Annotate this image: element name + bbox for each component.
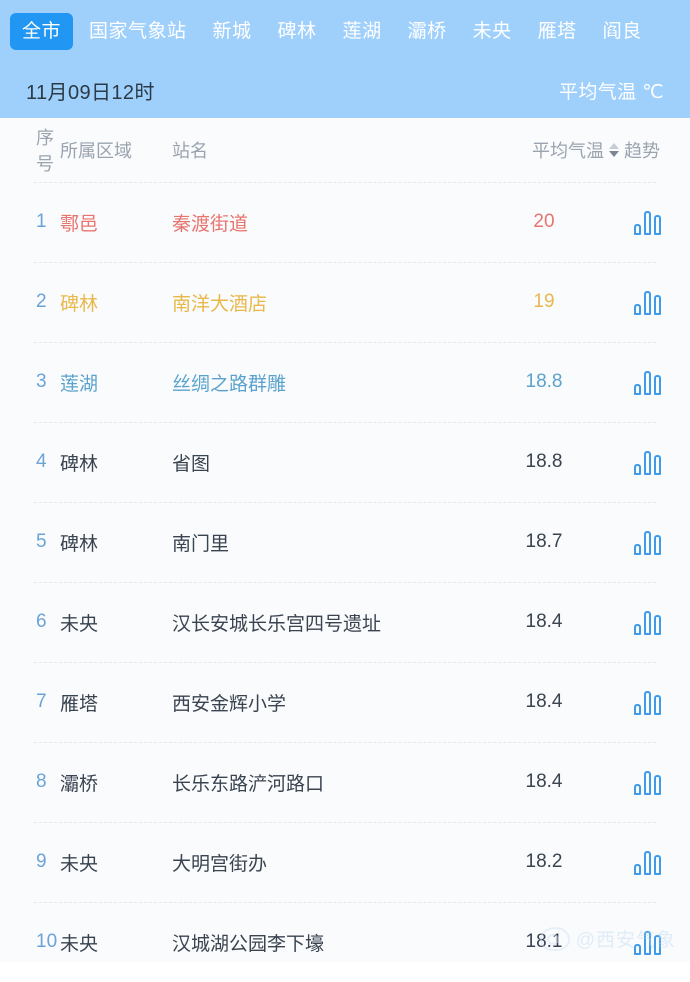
row-temp: 18.4 [525,771,563,792]
column-header-trend: 趋势 [624,141,660,161]
row-temp: 18.7 [525,531,563,552]
row-region: 雁塔 [60,693,99,715]
page-header: 全市 国家气象站 新城 碑林 莲湖 灞桥 未央 雁塔 阎良 11月09日12时 平均气温 ℃ [0,0,690,118]
row-trend-cell[interactable] [604,529,690,555]
row-station: 大明宫街办 [172,853,268,875]
row-trend-cell[interactable] [604,929,690,955]
table-row[interactable]: 2 碑林 南洋大酒店 19 [0,262,690,342]
column-header-region: 所属区域 [60,141,132,161]
region-tabbar[interactable]: 全市 国家气象站 新城 碑林 莲湖 灞桥 未央 雁塔 阎良 [0,0,690,62]
row-station: 南门里 [172,533,230,555]
bar-chart-icon[interactable] [633,929,661,955]
bar-chart-icon[interactable] [633,849,661,875]
table-row[interactable]: 8 灞桥 长乐东路浐河路口 18.4 [0,742,690,822]
table-row[interactable]: 1 鄠邑 秦渡街道 20 [0,182,690,262]
row-region: 碑林 [60,533,99,555]
tab-3[interactable]: 碑林 [277,20,317,42]
tab-6[interactable]: 未央 [472,20,512,42]
bar-chart-icon[interactable] [633,209,661,235]
tab-2[interactable]: 新城 [212,20,252,42]
row-region: 鄠邑 [60,213,99,235]
row-region: 碑林 [60,293,99,315]
row-index: 1 [36,211,47,232]
row-index: 10 [36,931,58,952]
row-index: 8 [36,771,47,792]
table-row[interactable]: 10 未央 汉城湖公园李下壕 18.1 [0,902,690,982]
table-body: 1 鄠邑 秦渡街道 20 2 碑林 南洋大酒店 19 3 莲湖 丝绸之路群雕 18.8 4 碑林 省图 18.… [0,182,690,982]
tab-7[interactable]: 雁塔 [537,20,577,42]
column-header-index: 序号 [36,128,54,174]
bar-chart-icon[interactable] [633,689,661,715]
datetime-unit-bar: 11月09日12时 平均气温 ℃ [0,62,690,118]
row-index: 3 [36,371,47,392]
column-header-station: 站名 [172,141,208,161]
bar-chart-icon[interactable] [633,449,661,475]
column-header-temp-label: 平均气温 [532,141,604,161]
tab-1[interactable]: 国家气象站 [89,20,187,42]
row-trend-cell[interactable] [604,369,690,395]
row-temp: 18.1 [525,931,563,952]
bar-chart-icon[interactable] [633,769,661,795]
row-trend-cell[interactable] [604,449,690,475]
row-region: 未央 [60,853,99,875]
bar-chart-icon[interactable] [633,369,661,395]
row-region: 碑林 [60,453,99,475]
row-station: 西安金辉小学 [172,693,287,715]
tab-4[interactable]: 莲湖 [342,20,382,42]
row-index: 7 [36,691,47,712]
row-temp: 18.4 [525,691,563,712]
row-station: 丝绸之路群雕 [172,373,287,395]
row-index: 9 [36,851,47,872]
row-station: 长乐东路浐河路口 [172,773,325,795]
row-trend-cell[interactable] [604,209,690,235]
row-trend-cell[interactable] [604,849,690,875]
row-region: 未央 [60,933,99,955]
row-temp: 18.8 [525,371,563,392]
row-temp: 20 [533,211,555,232]
row-region: 灞桥 [60,773,99,795]
tab-8[interactable]: 阎良 [602,20,642,42]
sort-arrows-icon[interactable] [609,142,620,158]
unit-label: 平均气温 ℃ [558,81,664,103]
row-trend-cell[interactable] [604,769,690,795]
table-row[interactable]: 5 碑林 南门里 18.7 [0,502,690,582]
row-trend-cell[interactable] [604,689,690,715]
row-station: 省图 [172,453,211,475]
table-row[interactable]: 7 雁塔 西安金辉小学 18.4 [0,662,690,742]
table-row[interactable]: 3 莲湖 丝绸之路群雕 18.8 [0,342,690,422]
row-region: 莲湖 [60,373,99,395]
row-index: 4 [36,451,47,472]
tab-5[interactable]: 灞桥 [407,20,447,42]
row-trend-cell[interactable] [604,609,690,635]
datetime-label: 11月09日12时 [26,81,155,104]
row-station: 汉城湖公园李下壕 [172,933,325,955]
row-station: 汉长安城长乐宫四号遗址 [172,613,382,635]
row-station: 秦渡街道 [172,213,249,235]
row-temp: 18.2 [525,851,563,872]
bar-chart-icon[interactable] [633,289,661,315]
row-temp: 18.8 [525,451,563,472]
row-region: 未央 [60,613,99,635]
column-header-temp[interactable]: 平均气温 [484,137,624,163]
row-temp: 19 [533,291,555,312]
row-temp: 18.4 [525,611,563,632]
table-header-row: 序号 所属区域 站名 平均气温 趋势 [0,118,690,182]
row-index: 2 [36,291,47,312]
station-table: 序号 所属区域 站名 平均气温 趋势 1 鄠邑 秦渡街道 20 2 碑林 南洋大酒店 19 3 莲… [0,118,690,962]
bar-chart-icon[interactable] [633,529,661,555]
bar-chart-icon[interactable] [633,609,661,635]
row-trend-cell[interactable] [604,289,690,315]
row-index: 6 [36,611,47,632]
table-row[interactable]: 9 未央 大明宫街办 18.2 [0,822,690,902]
table-row[interactable]: 6 未央 汉长安城长乐宫四号遗址 18.4 [0,582,690,662]
row-index: 5 [36,531,47,552]
row-station: 南洋大酒店 [172,293,268,315]
table-row[interactable]: 4 碑林 省图 18.8 [0,422,690,502]
tab-0[interactable]: 全市 [10,12,74,50]
